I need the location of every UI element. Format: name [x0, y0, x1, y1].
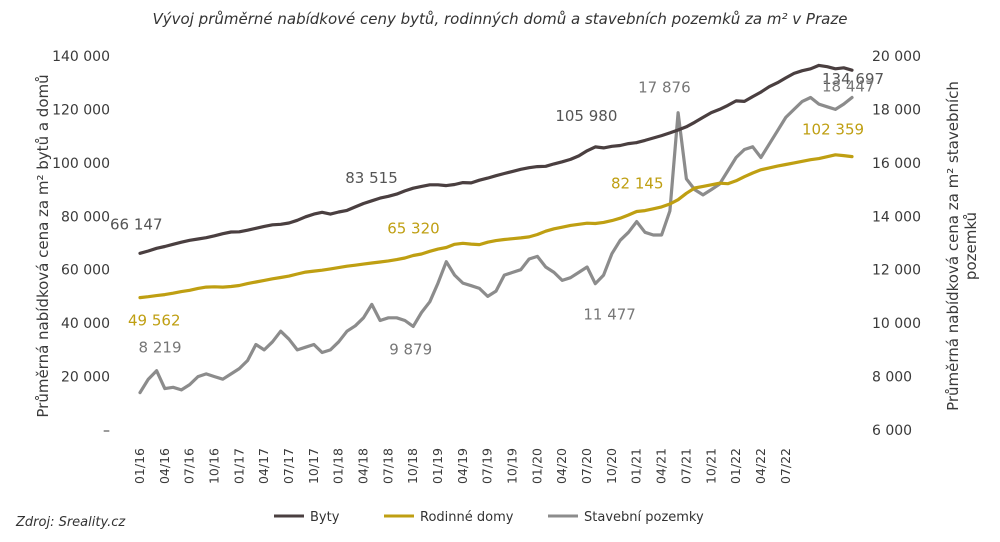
y-axis-title-left: Průměrná nabídková cena za m² bytů a dom…	[34, 74, 52, 417]
x-tick: 07/22	[778, 448, 793, 484]
y-axis-title-right-line1: Průměrná nabídková cena za m² stavebních	[944, 81, 962, 411]
series-line-0	[138, 63, 854, 255]
x-tick: 01/20	[529, 448, 544, 484]
y-tick-right: 18 000	[872, 102, 921, 118]
data-label: 83 515	[345, 169, 398, 187]
x-tick: 07/21	[678, 448, 693, 484]
legend-label-byty: Byty	[310, 510, 340, 525]
x-tick: 07/20	[579, 448, 594, 484]
y-tick-left: 100 000	[52, 156, 110, 172]
x-tick: 10/16	[207, 448, 222, 484]
y-axis-left: – 20 000 40 000 60 000 80 000 100 000 120 000 1…	[52, 49, 110, 439]
data-label: 11 477	[583, 306, 636, 324]
x-tick: 07/19	[480, 448, 495, 484]
x-tick: 10/18	[405, 448, 420, 484]
source-note: Zdroj: Sreality.cz	[15, 515, 126, 530]
legend: Byty Rodinné domy Stavební pozemky	[274, 510, 704, 525]
data-label: 49 562	[128, 312, 181, 330]
data-labels: 66 147 83 515 105 980 134 697 49 562 65 320 82…	[110, 70, 884, 358]
x-tick: 01/22	[728, 448, 743, 484]
data-label: 102 359	[802, 121, 864, 139]
y-tick-left: –	[103, 423, 110, 439]
y-tick-left: 40 000	[61, 316, 110, 332]
x-tick: 04/16	[157, 448, 172, 484]
y-tick-right: 12 000	[872, 263, 921, 279]
y-tick-right: 16 000	[872, 156, 921, 172]
y-tick-left: 60 000	[61, 263, 110, 279]
x-tick: 04/19	[455, 448, 470, 484]
series-line-2	[138, 95, 854, 395]
x-tick: 10/21	[703, 448, 718, 484]
y-tick-left: 120 000	[52, 102, 110, 118]
x-tick: 01/17	[231, 448, 246, 484]
legend-label-stavebni-pozemky: Stavební pozemky	[584, 510, 704, 525]
series-line-1	[138, 153, 854, 300]
x-tick: 07/18	[380, 448, 395, 484]
x-tick: 01/21	[629, 448, 644, 484]
data-label: 18 447	[822, 77, 875, 95]
x-tick: 04/22	[753, 448, 768, 484]
x-tick: 10/20	[604, 448, 619, 484]
data-label: 82 145	[611, 175, 664, 193]
x-tick: 01/19	[430, 448, 445, 484]
y-tick-right: 10 000	[872, 316, 921, 332]
x-tick: 01/16	[132, 448, 147, 484]
x-tick: 07/16	[182, 448, 197, 484]
x-tick: 04/17	[256, 448, 271, 484]
y-axis-right: 6 000 8 000 10 000 12 000 14 000 16 000 18 000…	[872, 49, 921, 439]
y-tick-left: 140 000	[52, 49, 110, 65]
series-lines	[138, 63, 854, 395]
y-tick-left: 20 000	[61, 370, 110, 386]
data-label: 65 320	[387, 220, 440, 238]
data-label: 9 879	[389, 340, 432, 358]
x-tick: 10/17	[306, 448, 321, 484]
y-tick-left: 80 000	[61, 209, 110, 225]
y-axis-title-right-line2: pozemků	[962, 212, 980, 280]
x-tick: 04/21	[654, 448, 669, 484]
x-tick: 07/17	[281, 448, 296, 484]
data-label: 17 876	[638, 79, 691, 97]
x-tick: 01/18	[331, 448, 346, 484]
data-label: 66 147	[110, 215, 163, 233]
y-tick-right: 8 000	[872, 370, 912, 386]
chart-title: Vývoj průměrné nabídkové ceny bytů, rodi…	[153, 10, 848, 28]
data-label: 105 980	[555, 107, 617, 125]
y-tick-right: 6 000	[872, 423, 912, 439]
y-tick-right: 14 000	[872, 209, 921, 225]
data-label: 134 697	[822, 70, 884, 88]
x-tick: 04/20	[554, 448, 569, 484]
x-tick: 10/19	[505, 448, 520, 484]
data-label: 8 219	[139, 339, 182, 357]
legend-label-rodinne-domy: Rodinné domy	[420, 510, 514, 525]
y-tick-right: 20 000	[872, 49, 921, 65]
x-tick: 04/18	[356, 448, 371, 484]
x-axis: 01/16 04/16 07/16 10/16 01/17 04/17 07/17 10/17…	[132, 448, 793, 484]
